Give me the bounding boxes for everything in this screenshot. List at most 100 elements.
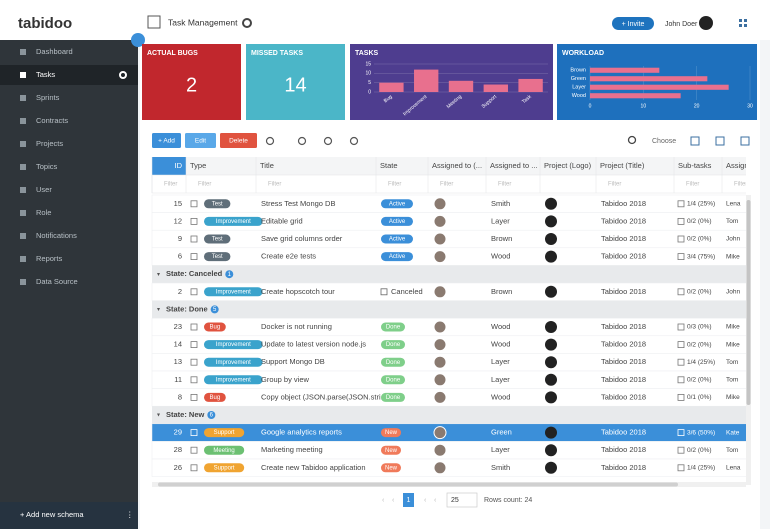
nav-item[interactable]: Dashboard [36,47,73,56]
state-pill [381,428,401,438]
nav-item[interactable]: Data Source [36,277,78,286]
filter-input[interactable]: Filter [268,182,281,188]
add-schema-bar[interactable] [0,502,138,529]
cell-project: Tabidoo 2018 [601,340,646,349]
nav-item[interactable]: Sprints [36,93,60,102]
nav-item[interactable]: Topics [36,162,58,171]
cell-subtasks: 0/2 (0%) [687,377,712,384]
settings-icon[interactable] [242,18,252,28]
nav-item[interactable]: Role [36,208,51,217]
cell-id: 8 [178,392,182,401]
table-row[interactable] [151,388,752,407]
page-arrow[interactable]: ‹ [424,497,427,504]
column-header[interactable]: ID [175,161,183,170]
toolbar-icon[interactable] [323,136,333,146]
page-arrow[interactable]: ‹ [434,497,437,504]
assignee-avatar [433,443,447,457]
cell-subtasks: 0/2 (0%) [687,341,712,348]
column-header[interactable]: Assigne [726,161,753,170]
column-header[interactable]: Title [260,161,274,170]
page-current[interactable] [403,493,414,507]
page-arrow[interactable]: ‹ [382,497,385,504]
page-size-select[interactable] [446,492,478,508]
group-row [152,406,746,424]
user-avatar[interactable] [699,16,713,30]
toolbar-icon[interactable] [715,136,725,146]
assignee-avatar [433,461,447,475]
column-header[interactable]: Project (Title) [600,161,645,170]
filter-input[interactable]: Filter [608,182,621,188]
invite-button[interactable] [612,17,654,30]
filter-input[interactable]: Filter [164,182,177,188]
table-row[interactable] [151,458,752,477]
table-row[interactable] [151,194,752,213]
table-row[interactable] [151,247,752,266]
nav-item[interactable]: Projects [36,139,63,148]
type-label: Test [212,254,223,260]
group-caret[interactable]: ▾ [157,307,160,313]
cell-assignee: Mike [726,341,740,348]
toolbar-icon[interactable] [690,136,700,146]
type-icon [190,341,198,349]
nav-settings[interactable] [119,71,127,79]
view-selector[interactable]: Choose [652,138,676,145]
nav-item[interactable]: Reports [36,254,63,263]
cell-project: Tabidoo 2018 [601,445,646,454]
nav-item[interactable]: User [36,185,52,194]
column-header[interactable]: Assigned to ... [490,161,538,170]
toolbar-button[interactable] [152,133,181,148]
nav-item[interactable]: Notifications [36,231,77,240]
cell-assignee: Lena [726,201,741,208]
apps-icon[interactable] [739,19,747,27]
nav-item[interactable]: Tasks [36,70,55,79]
cell-title: Create new Tabidoo application [261,463,366,472]
kpi-card [246,44,345,120]
page-arrow[interactable]: ‹ [392,497,395,504]
toolbar-icon[interactable] [297,136,307,146]
nav-icon [20,279,26,285]
group-caret[interactable]: ▾ [157,413,160,419]
subtask-icon [677,393,685,401]
toolbar-button[interactable] [220,133,257,148]
toolbar-button[interactable] [185,133,216,148]
toolbar-icon[interactable] [349,136,359,146]
table-row[interactable] [151,317,752,337]
filter-input[interactable]: Filter [686,182,699,188]
group-count-badge [210,305,219,314]
cell-title: Support Mongo DB [261,357,325,366]
bar [483,84,508,92]
group-count: 5 [213,307,217,313]
filter-input[interactable]: Filter [734,182,747,188]
toolbar-icon[interactable] [740,136,750,146]
type-pill [204,463,245,473]
filter-input[interactable]: Filter [498,182,511,188]
group-caret[interactable]: ▾ [157,272,160,278]
group-count-badge [207,411,216,419]
search-icon[interactable] [627,135,637,145]
v-scroll-thumb[interactable] [746,200,751,405]
logo: tabidoo [18,15,72,32]
filter-input[interactable]: Filter [440,182,453,188]
table-row[interactable] [151,229,752,249]
cell-project: Tabidoo 2018 [601,357,646,366]
collapse-button[interactable] [131,33,145,47]
add-schema: + Add new schema [20,510,84,519]
cell-title: Google analytics reports [261,428,342,437]
type-icon [190,235,198,243]
group-row [152,300,746,319]
column-header[interactable]: Type [190,161,206,170]
cell-subtasks: 3/4 (75%) [687,253,715,260]
nav-item[interactable]: Contracts [36,116,68,125]
column-header[interactable]: State [380,161,398,170]
toolbar-icon[interactable] [265,136,275,146]
column-header[interactable]: Assigned to (... [432,161,482,170]
toolbar-label: Edit [195,138,206,145]
filter-input[interactable]: Filter [198,182,211,188]
filter-input[interactable]: Filter [388,182,401,188]
column-header[interactable]: Sub-tasks [678,161,712,170]
type-icon [190,217,198,225]
more-icon[interactable]: ⋮ [126,510,134,519]
column-header[interactable]: Project (Logo) [544,161,592,170]
h-scroll-thumb[interactable] [158,482,678,487]
project-logo [545,285,557,298]
